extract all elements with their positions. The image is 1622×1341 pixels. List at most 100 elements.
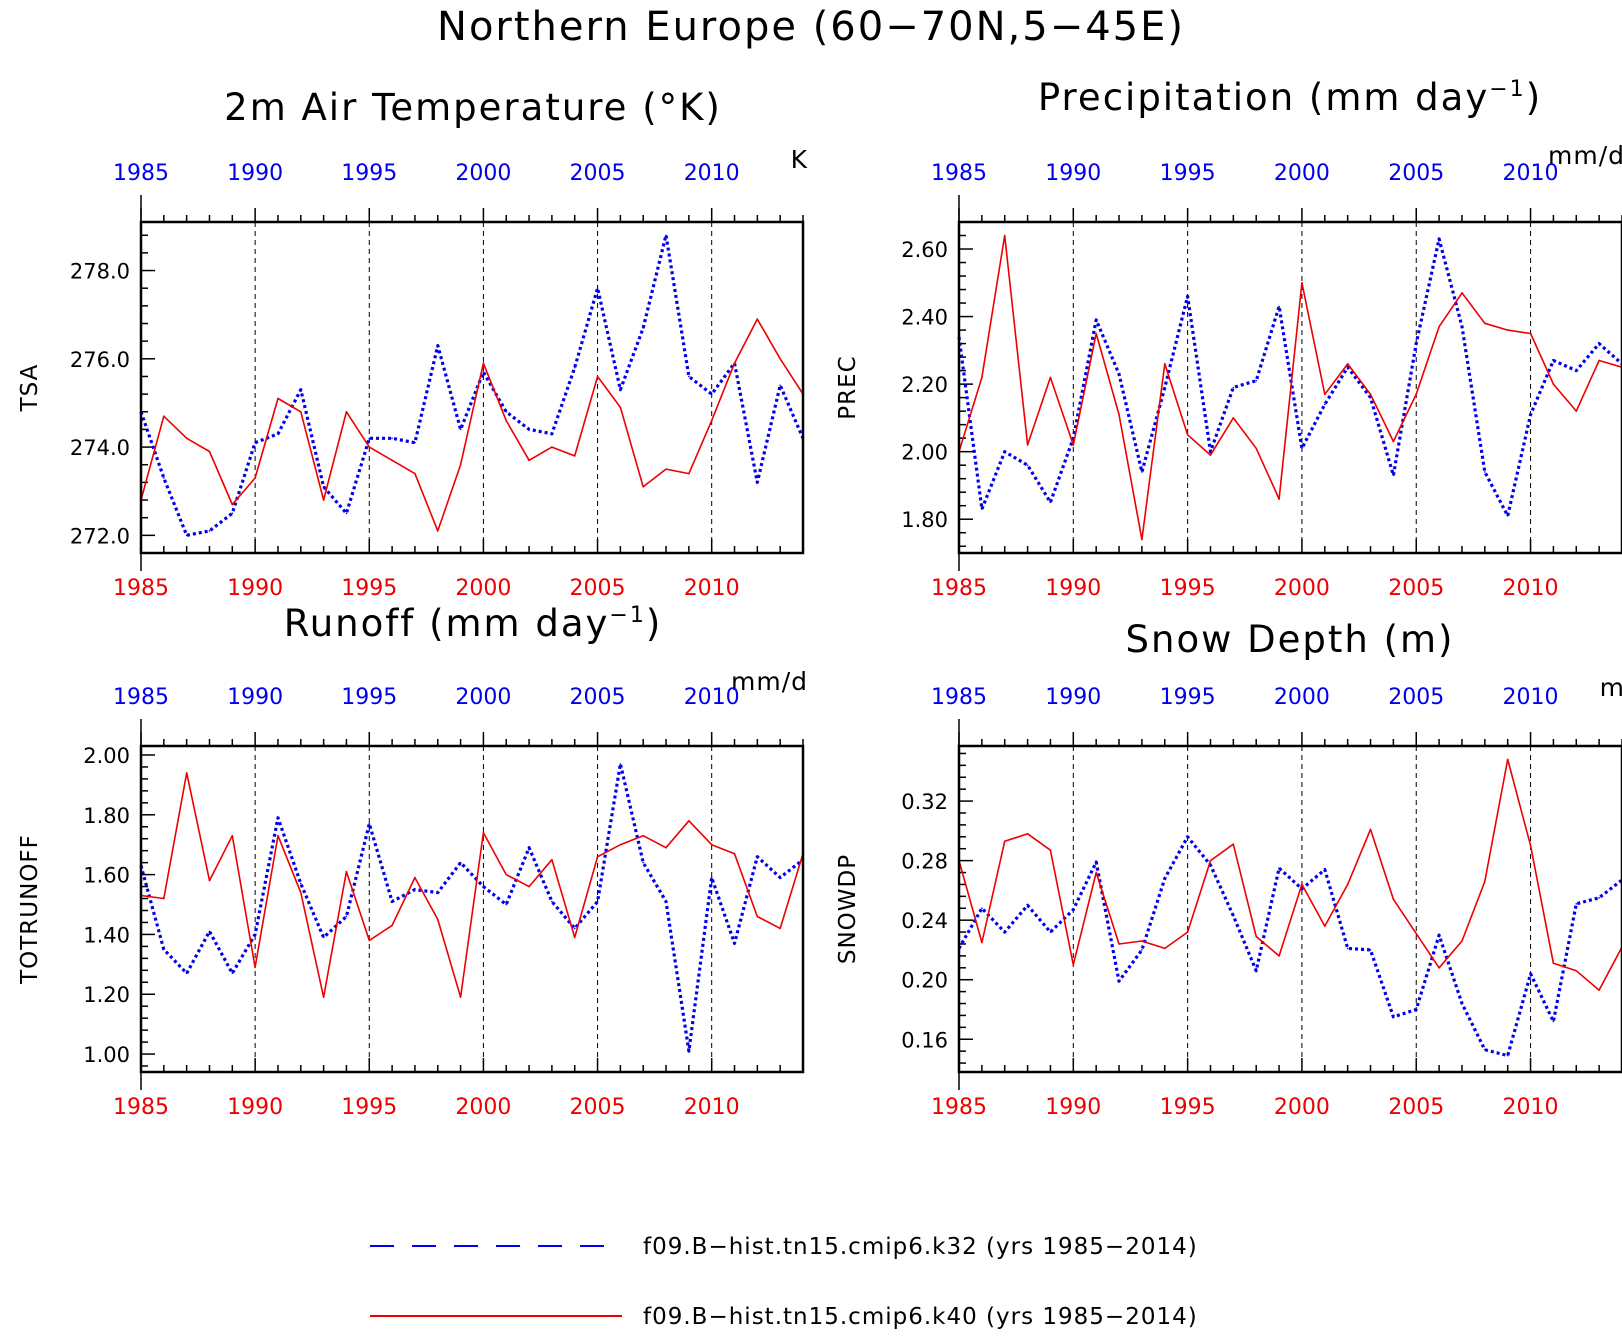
data-point-k40 [1323, 393, 1326, 396]
data-point-k40 [1163, 363, 1166, 365]
data-point-k32 [163, 477, 165, 479]
data-point-k32 [1095, 319, 1097, 321]
data-point-k40 [1438, 966, 1440, 969]
x-tick-label-top: 1990 [227, 161, 283, 186]
x-tick-label-top: 2005 [570, 685, 626, 710]
y-tick-label: 0.16 [901, 1028, 948, 1052]
data-point-k32 [1415, 1008, 1418, 1011]
data-point-k40 [710, 419, 713, 422]
data-point-k32 [619, 388, 622, 391]
data-point-k40 [756, 318, 759, 320]
x-tick-label-top: 1990 [227, 685, 283, 710]
data-point-k32 [779, 384, 781, 387]
x-tick-label-bottom: 2000 [1274, 576, 1330, 601]
data-point-k40 [1598, 989, 1600, 991]
data-point-k40 [459, 463, 462, 466]
data-point-k40 [254, 477, 256, 479]
data-point-k40 [436, 918, 439, 921]
y-tick-label: 0.20 [901, 969, 948, 993]
units-label: mm/d [1548, 141, 1622, 170]
data-point-k40 [981, 376, 983, 379]
data-point-k32 [1141, 471, 1143, 473]
chart-panel-tsa: 2m Air Temperature (°K) K 272.0 274.0 276.0 2… [17, 86, 807, 601]
y-tick-label: 2.60 [901, 238, 948, 262]
y-tick-label: 2.40 [901, 306, 948, 330]
series-line-k32 [139, 233, 805, 537]
series-line-k40 [958, 758, 1622, 991]
data-point-k40 [1026, 444, 1029, 446]
data-point-k32 [1346, 366, 1349, 369]
data-point-k32 [779, 876, 781, 879]
x-tick-label-top: 2005 [1388, 161, 1444, 186]
data-point-k32 [1369, 396, 1372, 399]
data-point-k40 [1552, 962, 1555, 965]
data-point-k32 [1461, 1002, 1463, 1005]
data-point-k32 [1346, 947, 1349, 950]
data-point-k40 [1232, 417, 1235, 419]
data-point-k32 [1163, 877, 1166, 880]
data-point-k40 [1026, 833, 1029, 835]
x-tick-label-top: 1990 [1045, 161, 1101, 186]
data-point-k32 [1255, 969, 1258, 972]
data-point-k40 [299, 891, 302, 894]
data-point-k40 [505, 873, 508, 876]
data-point-k40 [436, 530, 439, 532]
data-point-k32 [231, 972, 234, 975]
data-point-k32 [1484, 471, 1486, 473]
x-tick-label-top: 1995 [1160, 685, 1216, 710]
data-point-k32 [505, 903, 508, 906]
data-point-k40 [733, 852, 736, 855]
data-point-k40 [596, 375, 599, 378]
plot-frame [957, 220, 1622, 555]
x-tick-label-top: 2010 [1503, 685, 1559, 710]
data-point-k32 [756, 855, 759, 858]
x-tick-label-top: 2005 [1388, 685, 1444, 710]
data-point-k32 [1072, 437, 1075, 439]
data-point-k32 [459, 861, 462, 864]
data-point-k32 [1529, 413, 1532, 416]
data-point-k40 [1392, 440, 1395, 443]
data-point-k40 [1095, 332, 1097, 335]
data-point-k40 [231, 503, 234, 506]
data-point-k32 [1506, 515, 1509, 517]
data-point-k40 [1255, 447, 1258, 450]
data-point-k32 [185, 972, 188, 975]
plot-frame [139, 220, 805, 555]
panel-title: Runoff (mm day−1) [284, 602, 663, 645]
data-point-k32 [254, 933, 256, 936]
y-tick-label: 1.60 [83, 864, 130, 888]
data-point-k40 [1369, 828, 1372, 831]
data-point-k40 [1461, 292, 1463, 294]
data-point-k40 [688, 819, 690, 822]
data-point-k40 [414, 472, 416, 475]
data-point-k40 [1415, 393, 1418, 396]
x-tick-label-bottom: 2000 [455, 576, 511, 601]
data-point-k32 [981, 907, 983, 910]
data-point-k40 [185, 772, 188, 774]
series-line-k32 [957, 835, 1622, 1058]
data-point-k40 [459, 996, 462, 999]
data-point-k40 [254, 966, 256, 969]
data-point-k40 [1072, 964, 1075, 966]
data-point-k32 [1209, 450, 1212, 453]
x-tick-label-bottom: 1995 [1160, 576, 1216, 601]
data-point-k32 [208, 530, 211, 532]
figure-title: Northern Europe (60−70N,5−45E) [437, 4, 1185, 50]
data-point-k32 [1003, 450, 1006, 453]
data-point-k40 [688, 472, 690, 475]
data-point-k32 [345, 512, 348, 515]
data-point-k40 [368, 446, 371, 448]
data-point-k32 [1552, 359, 1555, 362]
y-tick-label: 1.80 [83, 804, 130, 828]
data-point-k40 [163, 897, 165, 900]
x-tick-label-bottom: 2010 [684, 576, 740, 601]
data-point-k32 [619, 763, 622, 765]
panels: 2m Air Temperature (°K) K 272.0 274.0 276.0 2… [17, 76, 1622, 1120]
data-point-k40 [231, 834, 234, 837]
data-point-k32 [1369, 949, 1372, 951]
data-point-k40 [345, 870, 348, 873]
data-point-k40 [1003, 234, 1006, 237]
series-line-k40 [140, 318, 804, 532]
data-point-k32 [482, 885, 485, 888]
data-point-k32 [414, 441, 416, 444]
